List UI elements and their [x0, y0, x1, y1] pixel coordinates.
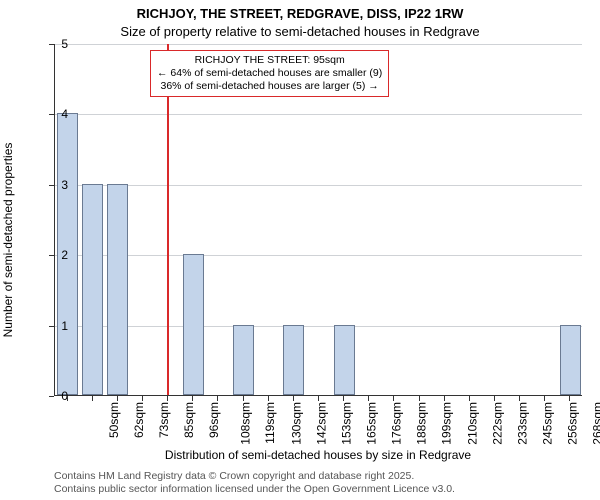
x-tick-mark: [293, 396, 294, 401]
x-tick-mark: [343, 396, 344, 401]
histogram-bar: [560, 325, 581, 395]
x-tick-mark: [117, 396, 118, 401]
x-tick-mark: [92, 396, 93, 401]
histogram-bar: [183, 254, 204, 395]
x-tick-mark: [393, 396, 394, 401]
histogram-bar: [233, 325, 254, 395]
x-tick-mark: [192, 396, 193, 401]
x-tick-label: 176sqm: [390, 402, 404, 445]
y-tick-mark: [49, 114, 54, 115]
x-tick-mark: [368, 396, 369, 401]
chart-container: RICHJOY, THE STREET, REDGRAVE, DISS, IP2…: [0, 0, 600, 500]
x-tick-label: 62sqm: [132, 402, 146, 438]
x-tick-mark: [544, 396, 545, 401]
plot-area: RICHJOY THE STREET: 95sqm ← 64% of semi-…: [54, 44, 582, 396]
histogram-bar: [107, 184, 128, 395]
y-tick-mark: [49, 396, 54, 397]
x-tick-mark: [519, 396, 520, 401]
gridline-h: [55, 255, 582, 256]
x-tick-mark: [67, 396, 68, 401]
x-tick-label: 50sqm: [107, 402, 121, 438]
histogram-bar: [82, 184, 103, 395]
x-tick-mark: [243, 396, 244, 401]
x-tick-mark: [494, 396, 495, 401]
x-tick-mark: [444, 396, 445, 401]
x-tick-label: 130sqm: [289, 402, 303, 445]
footer-attribution: Contains HM Land Registry data © Crown c…: [54, 470, 455, 496]
x-tick-label: 108sqm: [239, 402, 253, 445]
x-tick-label: 153sqm: [340, 402, 354, 445]
x-tick-mark: [167, 396, 168, 401]
x-tick-label: 165sqm: [365, 402, 379, 445]
x-tick-label: 222sqm: [490, 402, 504, 445]
histogram-bar: [283, 325, 304, 395]
gridline-h: [55, 44, 582, 45]
x-tick-label: 199sqm: [440, 402, 454, 445]
x-tick-label: 256sqm: [566, 402, 580, 445]
y-tick-mark: [49, 44, 54, 45]
footer-line1: Contains HM Land Registry data © Crown c…: [54, 470, 455, 483]
x-tick-label: 96sqm: [207, 402, 221, 438]
y-tick-mark: [49, 326, 54, 327]
chart-title-line2: Size of property relative to semi-detach…: [0, 24, 600, 39]
x-tick-mark: [217, 396, 218, 401]
x-tick-label: 85sqm: [182, 402, 196, 438]
annotation-box: RICHJOY THE STREET: 95sqm ← 64% of semi-…: [150, 50, 389, 97]
x-tick-label: 188sqm: [415, 402, 429, 445]
x-tick-mark: [469, 396, 470, 401]
gridline-h: [55, 185, 582, 186]
x-tick-label: 245sqm: [541, 402, 555, 445]
gridline-h: [55, 326, 582, 327]
x-tick-label: 268sqm: [591, 402, 600, 445]
x-tick-mark: [142, 396, 143, 401]
y-tick-mark: [49, 255, 54, 256]
x-tick-label: 73sqm: [157, 402, 171, 438]
x-axis-label: Distribution of semi-detached houses by …: [54, 448, 582, 462]
chart-title-line1: RICHJOY, THE STREET, REDGRAVE, DISS, IP2…: [0, 6, 600, 21]
x-tick-label: 210sqm: [465, 402, 479, 445]
y-axis-label: Number of semi-detached properties: [1, 143, 15, 338]
x-tick-mark: [318, 396, 319, 401]
x-tick-label: 233sqm: [516, 402, 530, 445]
annotation-line3: 36% of semi-detached houses are larger (…: [157, 80, 382, 93]
x-tick-mark: [569, 396, 570, 401]
y-tick-mark: [49, 185, 54, 186]
footer-line2: Contains public sector information licen…: [54, 483, 455, 496]
x-tick-mark: [268, 396, 269, 401]
x-tick-mark: [419, 396, 420, 401]
gridline-h: [55, 114, 582, 115]
histogram-bar: [334, 325, 355, 395]
annotation-line2: ← 64% of semi-detached houses are smalle…: [157, 67, 382, 80]
x-tick-label: 119sqm: [263, 402, 277, 444]
x-tick-label: 142sqm: [314, 402, 328, 445]
annotation-line1: RICHJOY THE STREET: 95sqm: [157, 54, 382, 67]
